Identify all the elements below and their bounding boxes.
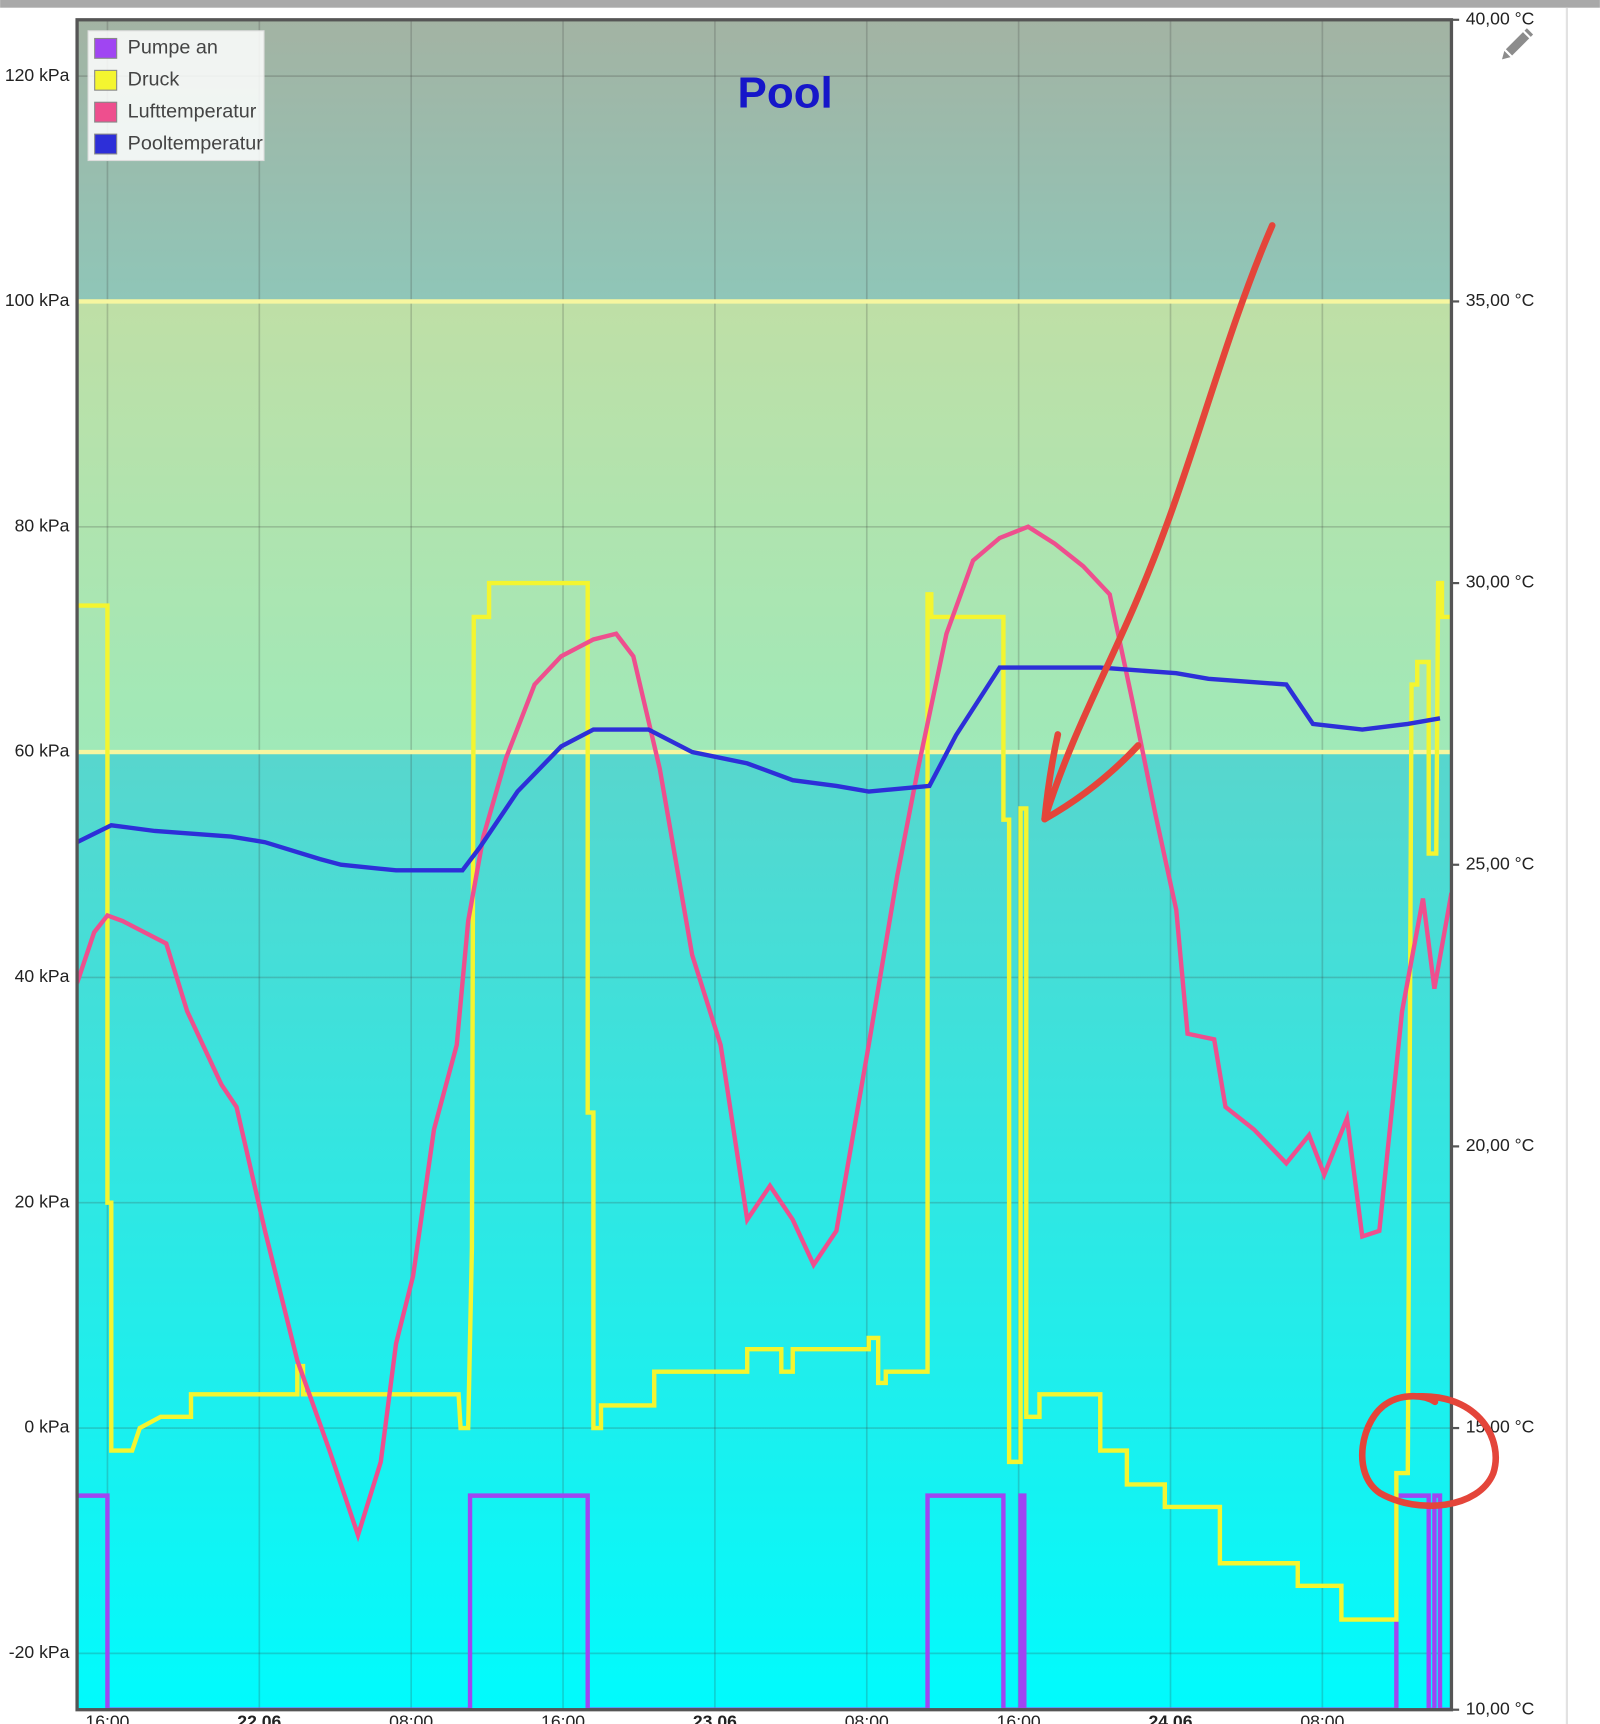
y-tick-label: 60 kPa bbox=[15, 741, 70, 761]
series-line bbox=[77, 1493, 1452, 1710]
annotation bbox=[1041, 222, 1500, 1510]
y-tick-label: 40 kPa bbox=[15, 966, 70, 986]
legend-label: Druck bbox=[128, 68, 180, 90]
band-mid bbox=[77, 301, 1452, 753]
series-line bbox=[77, 580, 1452, 1622]
y-tick-label: 100 kPa bbox=[5, 290, 70, 310]
chart-title: Pool bbox=[738, 68, 833, 117]
top-bar bbox=[0, 0, 1600, 8]
x-tick-label: 16:00 bbox=[997, 1712, 1041, 1724]
edit-icon[interactable] bbox=[1499, 28, 1534, 62]
y2-tick-label: 10,00 °C bbox=[1466, 1698, 1535, 1718]
band-high bbox=[77, 19, 1452, 302]
legend-label: Pumpe an bbox=[128, 37, 218, 59]
annotation-circle bbox=[1358, 1392, 1500, 1510]
x-tick-label: 08:00 bbox=[845, 1712, 889, 1724]
x-tick-label: 16:00 bbox=[85, 1712, 129, 1724]
y2-tick-label: 30,00 °C bbox=[1466, 572, 1535, 592]
x-tick-label: 23.06 bbox=[693, 1712, 737, 1724]
y-tick-label: -20 kPa bbox=[9, 1642, 70, 1662]
legend: Pumpe an Druck Lufttemperatur Pooltemperatu… bbox=[87, 30, 265, 162]
series-line bbox=[77, 524, 1452, 1543]
x-tick-label: 16:00 bbox=[541, 1712, 585, 1724]
legend-label: Pooltemperatur bbox=[128, 132, 264, 154]
y2-tick-label: 15,00 °C bbox=[1466, 1417, 1535, 1437]
legend-swatch bbox=[94, 37, 118, 59]
band-low bbox=[77, 752, 1452, 1710]
legend-label: Lufttemperatur bbox=[128, 100, 257, 122]
legend-swatch bbox=[94, 101, 118, 123]
series-layer bbox=[77, 299, 1452, 1710]
y-tick-label: 20 kPa bbox=[15, 1191, 70, 1211]
y-tick-label: 0 kPa bbox=[24, 1417, 69, 1437]
plot-background bbox=[77, 19, 1452, 1710]
y2-tick-label: 35,00 °C bbox=[1466, 290, 1535, 310]
x-tick-label: 24.06 bbox=[1149, 1712, 1193, 1724]
legend-swatch bbox=[94, 69, 118, 91]
legend-box bbox=[87, 30, 265, 162]
y-tick-label: 80 kPa bbox=[15, 515, 70, 535]
y2-tick-label: 25,00 °C bbox=[1466, 853, 1535, 873]
y-tick-label: 120 kPa bbox=[5, 65, 70, 85]
x-tick-label: 22.06 bbox=[237, 1712, 281, 1724]
annotation-arrowhead bbox=[1041, 731, 1142, 823]
x-tick-label: 08:00 bbox=[1300, 1712, 1344, 1724]
y2-tick-label: 40,00 °C bbox=[1466, 8, 1535, 28]
axes: -20 kPa 0 kPa 20 kPa 40 kPa 60 kPa 80 kPa 100 … bbox=[5, 8, 1535, 1724]
legend-swatch bbox=[94, 133, 118, 155]
y2-tick-label: 20,00 °C bbox=[1466, 1135, 1535, 1155]
series-line bbox=[77, 665, 1441, 873]
x-tick-label: 08:00 bbox=[389, 1712, 433, 1724]
annotation-arrow bbox=[1041, 222, 1276, 823]
